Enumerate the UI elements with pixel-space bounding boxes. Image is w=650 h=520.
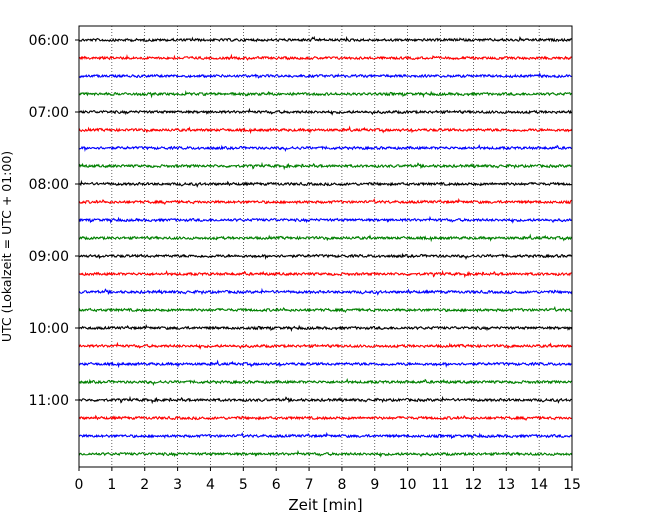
y-axis-ticks: 06:00 07:00 08:00 09:00 10:00 11:00 <box>29 33 79 409</box>
trace-line <box>78 359 572 369</box>
y-tick-label: 09:00 <box>29 249 69 265</box>
x-tick-label: 14 <box>530 477 548 493</box>
plot-frame <box>78 25 573 468</box>
trace-line <box>78 323 573 333</box>
trace-line <box>78 107 573 116</box>
trace-line <box>78 35 572 43</box>
trace-line <box>78 71 572 79</box>
trace-line <box>78 269 572 279</box>
trace-line <box>78 53 572 61</box>
x-tick-label: 4 <box>206 477 215 493</box>
y-axis-label: UTC (Lokalzeit = UTC + 01:00) <box>0 151 14 342</box>
trace-line <box>78 431 573 441</box>
trace-line <box>78 233 573 243</box>
trace-line <box>78 161 572 171</box>
trace-line <box>78 179 572 188</box>
y-tick-label: 07:00 <box>29 105 69 121</box>
trace-line <box>78 414 572 422</box>
x-tick-label: 7 <box>305 477 314 493</box>
x-tick-label: 13 <box>497 477 515 493</box>
y-tick-label: 08:00 <box>29 177 69 193</box>
x-tick-label: 11 <box>432 477 450 493</box>
trace-line <box>78 125 573 135</box>
trace-line <box>78 449 573 458</box>
x-tick-label: 6 <box>272 477 281 493</box>
x-axis-label: Zeit [min] <box>288 496 362 514</box>
trace-line <box>78 306 572 314</box>
trace-line <box>78 143 572 153</box>
x-axis-ticks: 0 1 2 3 4 5 6 7 8 9 10 11 12 13 14 15 <box>75 467 581 493</box>
x-tick-label: 1 <box>107 477 116 493</box>
x-tick-label: 0 <box>75 477 84 493</box>
y-tick-label: 11:00 <box>29 393 69 409</box>
trace-line <box>78 395 572 405</box>
trace-line <box>78 341 572 350</box>
y-tick-label: 10:00 <box>29 321 69 337</box>
trace-line <box>78 287 573 296</box>
x-tick-label: 5 <box>239 477 248 493</box>
x-tick-label: 9 <box>370 477 379 493</box>
x-tick-label: 10 <box>399 477 417 493</box>
x-tick-label: 3 <box>173 477 182 493</box>
y-tick-label: 06:00 <box>29 33 69 49</box>
x-tick-label: 15 <box>563 477 581 493</box>
trace-line <box>78 377 573 386</box>
trace-line <box>78 197 572 206</box>
x-tick-label: 2 <box>140 477 149 493</box>
x-tick-label: 12 <box>464 477 482 493</box>
trace-line <box>78 90 573 99</box>
trace-line <box>78 215 572 225</box>
traces <box>78 35 573 458</box>
trace-line <box>78 252 573 261</box>
x-tick-label: 8 <box>337 477 346 493</box>
